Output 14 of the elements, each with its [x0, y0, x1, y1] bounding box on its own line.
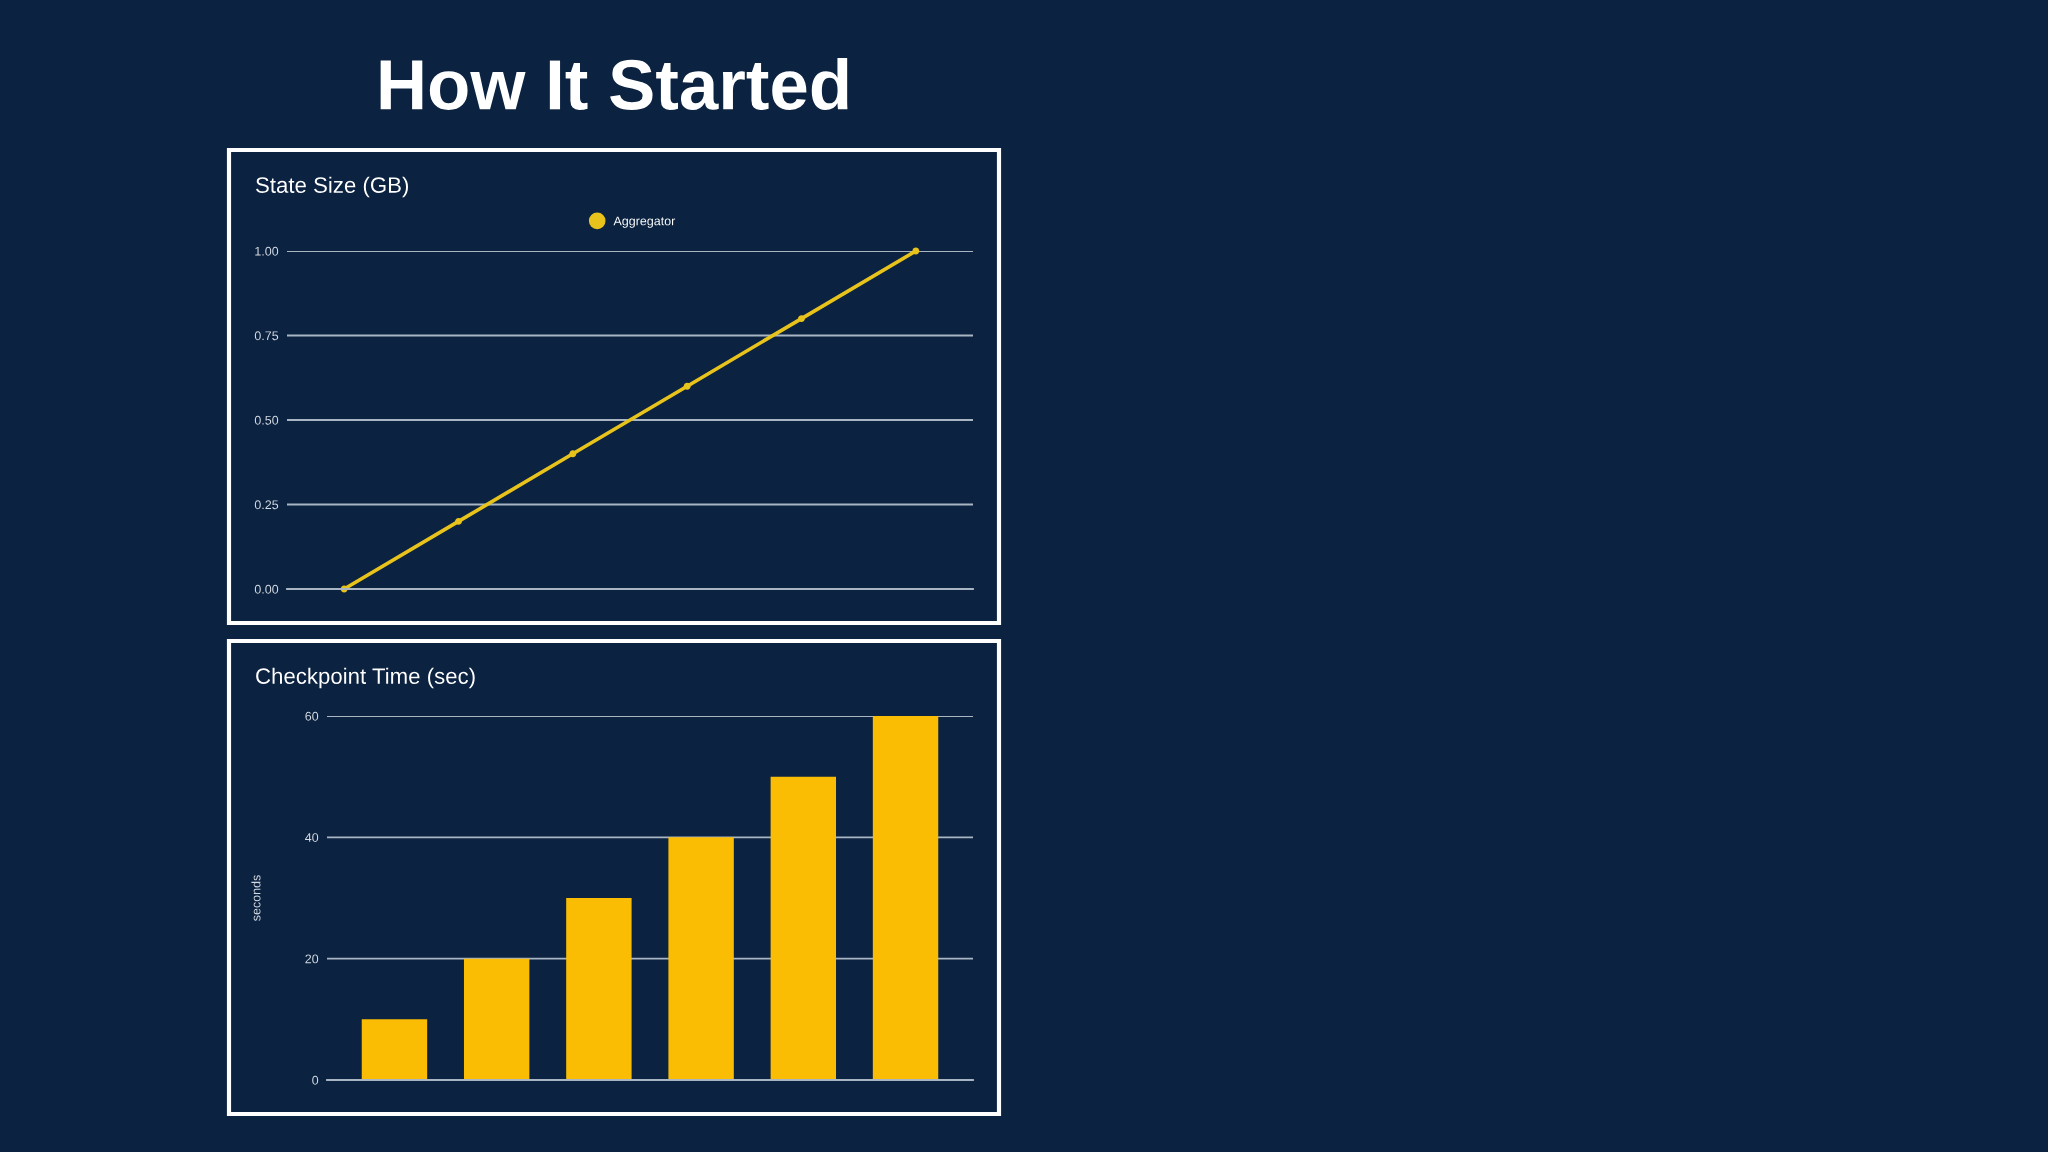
chart-title: State Size (GB): [256, 176, 408, 198]
y-tick-label: 0.50: [254, 415, 279, 425]
chart-title: Checkpoint Time (sec): [256, 667, 475, 689]
y-tick-label: 20: [305, 954, 319, 964]
y-tick-label: 40: [305, 833, 319, 842]
text: How It Started: [380, 57, 848, 111]
y-tick-label: 0.00: [254, 584, 279, 594]
y-tick-label: 0.25: [254, 500, 279, 510]
y-tick-label: 1.00: [255, 246, 279, 256]
y-tick-label: 60: [305, 711, 319, 721]
legend-label: Aggregator: [613, 216, 676, 228]
y-tick-label: 0: [312, 1075, 319, 1085]
y-tick-label: 0.75: [254, 331, 279, 341]
y-axis-title: seconds: [251, 875, 261, 921]
